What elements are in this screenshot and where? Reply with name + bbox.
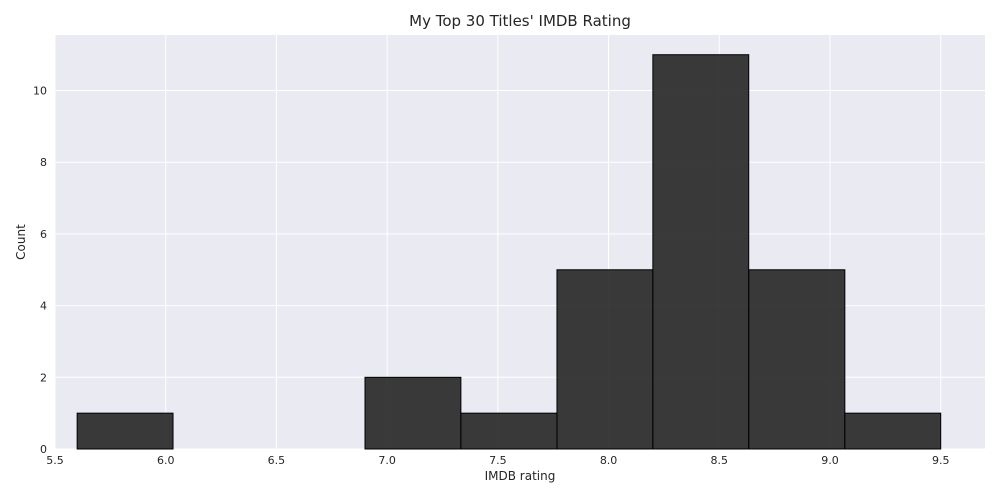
x-tick-label: 8.0	[600, 454, 618, 467]
y-tick-label: 8	[40, 156, 47, 169]
x-tick-label: 6.5	[268, 454, 286, 467]
x-tick-label: 5.5	[46, 454, 64, 467]
y-tick-label: 6	[40, 228, 47, 241]
histogram-bar	[556, 269, 654, 450]
histogram-bar	[652, 54, 750, 450]
x-tick-label: 8.5	[711, 454, 729, 467]
x-tick-label: 7.0	[378, 454, 396, 467]
histogram-bar	[460, 412, 558, 450]
x-axis-label: IMDB rating	[485, 469, 556, 483]
x-tick-label: 9.0	[821, 454, 839, 467]
histogram-bar	[76, 412, 174, 450]
bars-layer	[76, 54, 942, 450]
plot-area	[55, 35, 985, 449]
y-axis-label: Count	[14, 224, 28, 260]
y-tick-label: 4	[40, 300, 47, 313]
histogram-bar	[748, 269, 846, 450]
x-tick-label: 9.5	[932, 454, 950, 467]
histogram-bar	[844, 412, 942, 450]
chart-title: My Top 30 Titles' IMDB Rating	[409, 12, 631, 30]
y-tick-label: 10	[33, 85, 47, 98]
y-tick-label: 2	[40, 371, 47, 384]
y-axis-ticks: 0 2 4 6 8 10	[33, 85, 47, 456]
y-tick-label: 0	[40, 443, 47, 456]
x-tick-label: 6.0	[157, 454, 175, 467]
x-tick-label: 7.5	[489, 454, 507, 467]
x-axis-ticks: 5.5 6.0 6.5 7.0 7.5 8.0 8.5 9.0 9.5	[46, 454, 949, 467]
histogram-bar	[364, 376, 462, 450]
